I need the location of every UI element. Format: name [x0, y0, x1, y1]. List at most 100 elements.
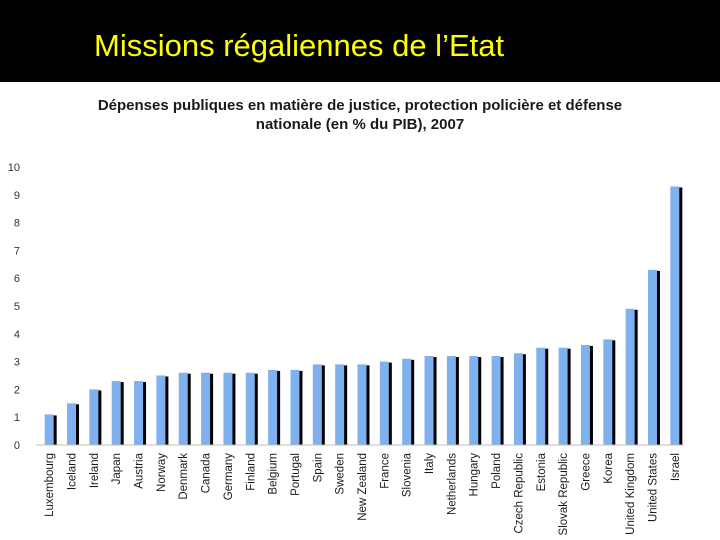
bar-shadow	[477, 357, 482, 445]
bar-shadow	[655, 270, 660, 445]
bar-shadow	[544, 348, 549, 445]
bar	[379, 361, 389, 445]
bars	[44, 186, 683, 445]
x-tick-label: Netherlands	[446, 453, 458, 515]
bar	[625, 308, 635, 445]
bar	[335, 364, 345, 445]
bar	[312, 364, 322, 445]
chart-title-line-2: nationale (en % du PIB), 2007	[255, 116, 465, 133]
bar-shadow	[320, 365, 325, 445]
y-tick-label: 0	[14, 440, 20, 452]
x-tick-label: Canada	[201, 452, 213, 493]
bar-shadow	[365, 365, 370, 445]
y-tick-label: 1	[14, 412, 20, 424]
bar	[290, 369, 300, 445]
bar-shadow	[410, 359, 415, 445]
y-axis-ticks: 0 1 2 3 4 5 6 7 8 9 10	[8, 162, 20, 452]
x-tick-label: Luxembourg	[44, 453, 56, 517]
x-tick-label: Hungary	[469, 453, 481, 497]
bar	[558, 347, 568, 445]
y-tick-label: 8	[14, 218, 20, 230]
chart-title: Dépenses publiques en matière de justice…	[40, 96, 680, 134]
x-tick-label: Greece	[580, 453, 592, 491]
bar	[357, 364, 367, 445]
x-tick-label: Sweden	[335, 453, 347, 495]
bar-shadow	[186, 373, 191, 445]
bar	[178, 372, 188, 445]
bar	[670, 186, 680, 445]
x-tick-label: Slovak Republic	[558, 453, 570, 536]
bar-shadow	[209, 373, 214, 445]
chart-title-line-1: Dépenses publiques en matière de justice…	[97, 97, 623, 114]
y-tick-label: 5	[14, 301, 20, 313]
bar	[402, 358, 412, 445]
x-tick-label: Austria	[134, 452, 146, 488]
x-tick-label: Czech Republic	[513, 453, 525, 534]
bar	[647, 269, 657, 445]
x-tick-label: Iceland	[67, 453, 79, 490]
bar	[89, 389, 99, 445]
bar	[156, 375, 166, 445]
bar	[134, 381, 144, 445]
bar	[469, 356, 479, 445]
x-axis-labels: Luxembourg Iceland Ireland Japan Austria Norw…	[44, 452, 682, 535]
bar-chart: 0 1 2 3 4 5 6 7 8 9 10 Luxembourg Iceland Ireland Jap…	[8, 162, 684, 535]
bar	[446, 356, 456, 445]
bar-shadow	[97, 390, 102, 445]
x-tick-label: Spain	[312, 453, 324, 482]
bar-shadow	[521, 354, 526, 445]
bar	[491, 356, 501, 445]
bar-shadow	[75, 404, 80, 445]
bar-shadow	[253, 373, 258, 445]
x-tick-label: Israel	[670, 453, 682, 481]
x-tick-label: Finland	[245, 453, 257, 491]
bar	[268, 369, 278, 445]
bar-shadow	[499, 357, 504, 445]
bar-shadow	[119, 382, 124, 445]
bar-shadow	[276, 370, 281, 445]
bar	[580, 344, 590, 445]
bar-shadow	[432, 357, 437, 445]
bar	[67, 403, 77, 445]
x-tick-label: Ireland	[89, 453, 101, 488]
bar-shadow	[387, 362, 392, 445]
y-tick-label: 6	[14, 273, 20, 285]
x-tick-label: Korea	[603, 452, 615, 483]
x-tick-label: Poland	[491, 453, 503, 489]
bar-shadow	[588, 345, 593, 445]
bar-shadow	[142, 382, 147, 445]
x-tick-label: Germany	[223, 453, 235, 501]
x-tick-label: Belgium	[268, 453, 280, 495]
x-tick-label: New Zealand	[357, 453, 369, 521]
bar	[424, 356, 434, 445]
x-tick-label: Slovenia	[402, 452, 414, 497]
title-bar	[0, 0, 720, 82]
x-tick-label: Italy	[424, 453, 436, 474]
bar	[513, 353, 523, 445]
bar	[111, 381, 121, 445]
bar-shadow	[611, 340, 616, 445]
y-tick-label: 2	[14, 384, 20, 396]
bar-shadow	[298, 370, 303, 445]
y-tick-label: 10	[8, 162, 20, 174]
bar-shadow	[231, 373, 236, 445]
bar	[201, 372, 211, 445]
x-tick-label: Denmark	[178, 453, 190, 500]
x-tick-label: United Kingdom	[625, 453, 637, 535]
y-tick-label: 3	[14, 357, 20, 369]
bar	[44, 414, 54, 445]
x-tick-label: United States	[647, 453, 659, 522]
bar	[245, 372, 255, 445]
bar	[223, 372, 233, 445]
x-tick-label: Norway	[156, 453, 168, 492]
x-tick-label: Japan	[111, 453, 123, 484]
y-tick-label: 9	[14, 190, 20, 202]
bar-shadow	[164, 376, 169, 445]
slide-title: Missions régaliennes de l’Etat	[94, 28, 505, 63]
y-tick-label: 4	[14, 329, 20, 341]
bar-shadow	[343, 365, 348, 445]
bar	[536, 347, 546, 445]
bar	[603, 339, 613, 445]
y-tick-label: 7	[14, 245, 20, 257]
bar-shadow	[454, 357, 459, 445]
